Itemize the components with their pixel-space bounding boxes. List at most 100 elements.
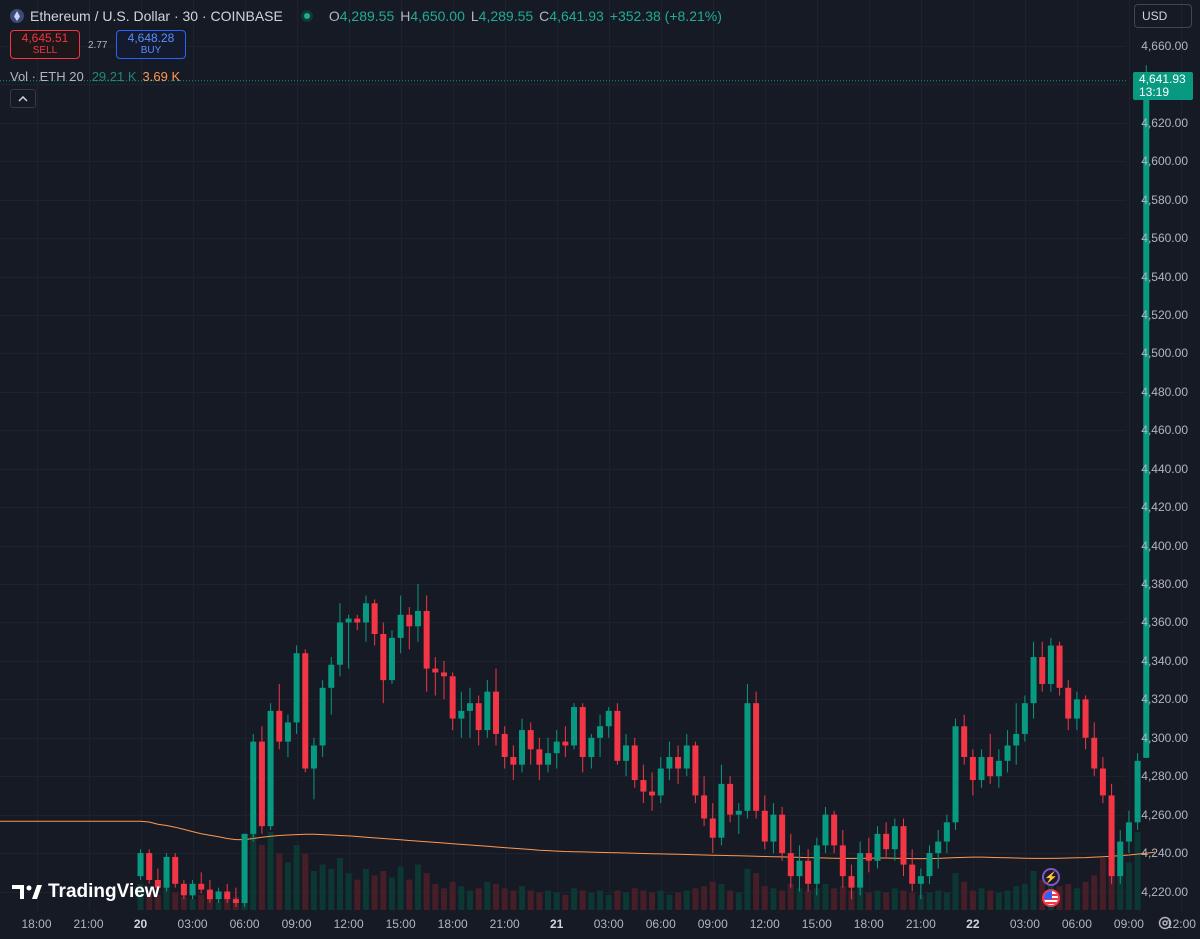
candle-body xyxy=(753,703,760,811)
volume-bar xyxy=(571,888,578,910)
volume-bar xyxy=(779,890,786,910)
candle-body xyxy=(770,814,777,842)
volume-bar xyxy=(310,871,317,910)
volume-bar xyxy=(319,864,326,910)
candle-body xyxy=(631,745,638,781)
candle-body xyxy=(666,756,673,769)
candle-body xyxy=(848,876,855,888)
volume-bar xyxy=(917,894,924,910)
volume-legend[interactable]: Vol · ETH 20 29.21 K 3.69 K xyxy=(10,69,180,84)
sell-button[interactable]: 4,645.51 SELL xyxy=(10,30,80,59)
candle-body xyxy=(597,726,604,738)
open-value: 4,289.55 xyxy=(339,8,395,24)
candle-body xyxy=(475,703,482,731)
volume-bar xyxy=(527,890,534,910)
time-tick-label: 03:00 xyxy=(593,917,624,931)
volume-bar xyxy=(848,890,855,910)
price-tick-label: 4,360.00 xyxy=(1141,615,1188,630)
volume-bar xyxy=(744,868,751,910)
volume-bar xyxy=(770,888,777,910)
volume-bar xyxy=(1125,862,1132,910)
candle-body xyxy=(588,737,595,757)
chevron-up-icon xyxy=(18,95,28,102)
volume-bar xyxy=(822,884,829,910)
volume-bar xyxy=(926,892,933,910)
volume-bar xyxy=(545,890,552,910)
symbol-title[interactable]: Ethereum / U.S. Dollar · 30 · COINBASE xyxy=(30,8,283,24)
volume-bar xyxy=(675,892,682,910)
candle-body xyxy=(891,826,898,850)
volume-bar xyxy=(414,864,421,910)
us-economic-event-icon[interactable] xyxy=(1042,889,1060,907)
volume-bar xyxy=(787,884,794,910)
price-tick-label: 4,420.00 xyxy=(1141,500,1188,515)
close-value: 4,641.93 xyxy=(549,8,604,24)
time-tick-label: 21:00 xyxy=(489,917,520,931)
candle-body xyxy=(675,756,682,769)
candle-body xyxy=(1021,703,1028,734)
last-price-tag: 4,641.93 13:19 xyxy=(1133,72,1193,100)
buy-label: BUY xyxy=(140,45,162,56)
volume-bar xyxy=(597,890,604,910)
lightning-event-icon[interactable]: ⚡ xyxy=(1042,868,1060,886)
volume-bar xyxy=(1091,875,1098,910)
volume-bar xyxy=(666,894,673,910)
volume-bar xyxy=(952,873,959,910)
chart-settings-button[interactable] xyxy=(1156,914,1174,932)
candle-body xyxy=(1134,760,1141,823)
volume-label: Vol · ETH 20 xyxy=(10,69,84,84)
buy-button[interactable]: 4,648.28 BUY xyxy=(116,30,186,59)
sell-price: 4,645.51 xyxy=(21,31,69,45)
volume-bar xyxy=(969,890,976,910)
volume-bar xyxy=(371,875,378,910)
volume-bar xyxy=(761,886,768,910)
candle-body xyxy=(519,730,526,765)
candle-body xyxy=(501,733,508,757)
time-tick-label: 21 xyxy=(550,917,564,931)
price-tick-label: 4,260.00 xyxy=(1141,807,1188,822)
volume-bar xyxy=(137,884,144,910)
candle-body xyxy=(1004,745,1011,761)
volume-bar xyxy=(501,888,508,910)
volume-bar xyxy=(805,890,812,910)
volume-bar xyxy=(692,888,699,910)
close-key: C xyxy=(539,8,550,24)
candle-body xyxy=(822,814,829,846)
volume-bar xyxy=(1004,890,1011,910)
time-tick-label: 18:00 xyxy=(437,917,468,931)
candle-body xyxy=(926,853,933,877)
price-tick-label: 4,480.00 xyxy=(1141,384,1188,399)
volume-bar xyxy=(735,892,742,910)
collapse-legend-button[interactable] xyxy=(10,89,36,108)
price-tick-label: 4,460.00 xyxy=(1141,423,1188,438)
candle-body xyxy=(510,756,517,765)
high-key: H xyxy=(400,8,411,24)
ethereum-icon xyxy=(10,9,24,23)
candle-body xyxy=(909,864,916,884)
candle-body xyxy=(345,618,352,623)
candle-body xyxy=(579,707,586,757)
price-tick-label: 4,620.00 xyxy=(1141,115,1188,130)
time-tick-label: 12:00 xyxy=(333,917,364,931)
volume-bar xyxy=(1065,884,1072,910)
price-tick-label: 4,220.00 xyxy=(1141,884,1188,899)
currency-selector[interactable]: USD xyxy=(1134,4,1192,28)
time-tick-label: 09:00 xyxy=(1113,917,1144,931)
volume-bar xyxy=(857,888,864,910)
time-tick-label: 03:00 xyxy=(177,917,208,931)
volume-bar xyxy=(328,868,335,910)
volume-bar xyxy=(302,853,309,910)
low-value: 4,289.55 xyxy=(478,8,534,24)
candle-body xyxy=(198,883,205,890)
candle-body xyxy=(857,853,864,888)
volume-bar xyxy=(484,881,491,910)
candle-body xyxy=(943,822,950,842)
volume-bar xyxy=(649,892,656,910)
candle-body xyxy=(1125,822,1132,842)
price-tick-label: 4,660.00 xyxy=(1141,39,1188,53)
candle-body xyxy=(735,810,742,815)
time-tick-label: 06:00 xyxy=(645,917,676,931)
symbol-legend: Ethereum / U.S. Dollar · 30 · COINBASE O… xyxy=(10,7,722,25)
candle-body xyxy=(163,856,170,888)
